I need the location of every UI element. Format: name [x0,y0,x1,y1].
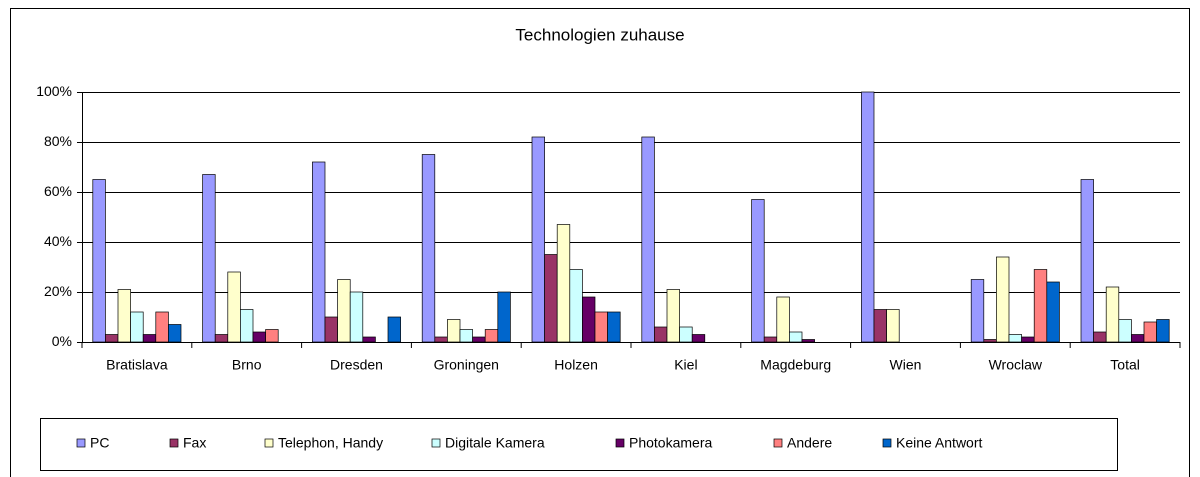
legend-label: Photokamera [629,435,712,451]
bar [531,136,545,343]
y-tick-label: 0% [52,333,72,349]
bar [1143,321,1157,343]
bar [265,329,279,343]
bar [252,331,266,343]
bar [569,269,583,343]
bar [312,161,326,343]
bar [497,291,511,343]
bar [459,329,473,343]
bar [214,334,229,343]
bar [544,254,558,343]
legend-swatch [882,438,892,448]
bar [861,91,875,343]
bar [1156,319,1170,343]
bar [582,296,596,343]
bar [227,271,241,343]
y-tick-label: 100% [36,83,72,99]
bar [751,199,765,343]
bar [1046,281,1060,343]
legend-label: Telephon, Handy [278,435,383,451]
bar [472,336,486,343]
bar [983,339,997,343]
x-tick-label: Wien [890,357,922,373]
bar [679,326,693,343]
bar [105,334,119,343]
bar [970,279,985,343]
bar [1080,179,1094,343]
bar [801,339,815,343]
bar [142,334,157,343]
y-tick-label: 80% [44,133,72,149]
legend-swatch [431,438,441,448]
x-tick-label: Dresden [330,357,383,373]
bar [1131,334,1145,343]
bar [996,256,1010,343]
bar [155,311,169,343]
x-tick-label: Total [1110,357,1140,373]
bar [421,154,436,343]
legend-swatch [773,438,783,448]
x-tick-label: Bratislava [106,357,168,373]
bar [691,334,706,343]
y-tick-label: 60% [44,183,72,199]
bar [1033,269,1048,343]
legend-swatch [76,438,86,448]
x-tick-label: Kiel [674,357,697,373]
bar [776,296,790,343]
bar [324,316,338,343]
bar [92,179,106,343]
legend-swatch [264,438,274,448]
bar [1008,334,1022,343]
x-tick-label: Brno [232,357,262,373]
bar [1118,319,1132,343]
x-tick-label: Magdeburg [760,357,831,373]
legend-swatch [615,438,625,448]
bar [168,324,182,343]
bar [666,289,680,343]
bar [1093,331,1107,343]
bar [763,336,778,343]
bar [641,136,655,343]
bar [607,311,621,343]
x-tick-label: Wroclaw [989,357,1043,373]
legend-label: Fax [183,435,206,451]
bar [447,319,461,343]
bar [594,311,608,343]
bar [130,311,144,343]
chart-title: Technologien zuhause [515,25,684,44]
legend-label: PC [90,435,109,451]
bar [873,309,887,343]
legend-label: Keine Antwort [896,435,982,451]
bar [240,309,254,343]
x-tick-label: Holzen [554,357,598,373]
bar [1021,336,1035,343]
x-tick-label: Groningen [434,357,499,373]
bar [484,329,499,343]
bar [886,309,900,343]
legend-box [40,418,1118,471]
bar [654,326,668,343]
bar [789,331,803,343]
bar [1105,286,1120,343]
y-tick-label: 20% [44,283,72,299]
bar [556,224,571,343]
bar [349,291,364,343]
bar [387,316,401,343]
bar [434,336,448,343]
bar [362,336,376,343]
legend-label: Digitale Kamera [445,435,545,451]
legend-swatch [169,438,179,448]
y-tick-label: 40% [44,233,72,249]
bar [117,289,131,343]
bar [202,174,216,343]
legend-label: Andere [787,435,832,451]
bar [337,279,351,343]
